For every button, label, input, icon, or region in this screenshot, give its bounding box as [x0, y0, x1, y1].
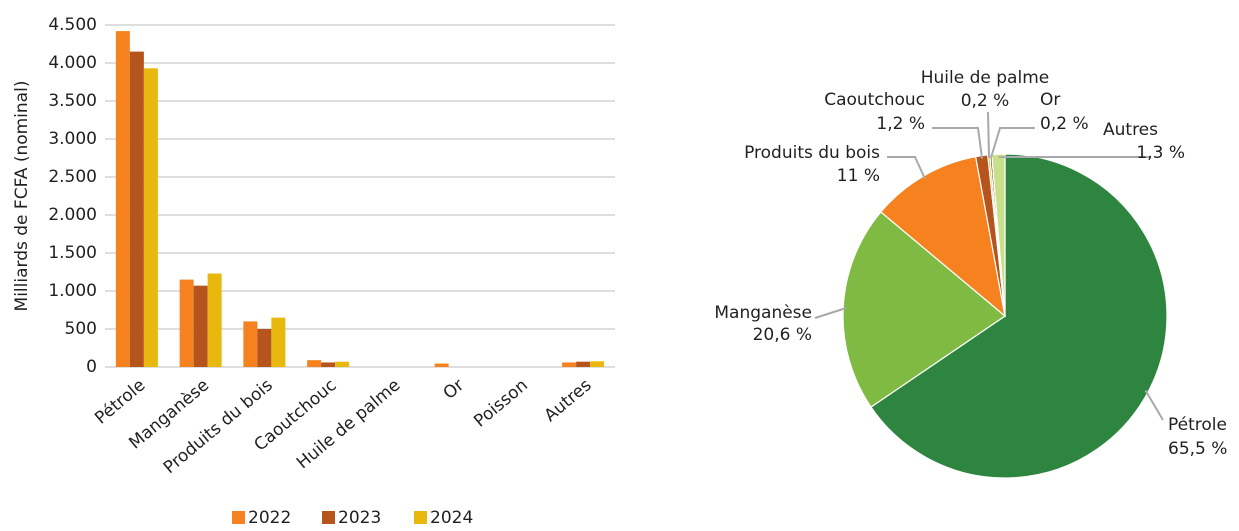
y-tick-label: 3.000: [48, 129, 97, 149]
legend-swatch: [232, 511, 245, 524]
y-tick-label: 1.000: [48, 281, 97, 301]
bar: [208, 274, 222, 367]
x-tick-label: Produits du bois: [160, 375, 277, 478]
bar: [321, 362, 335, 367]
y-tick-label: 500: [65, 319, 97, 339]
leader-line: [1146, 390, 1163, 420]
y-tick-label: 4.000: [48, 53, 97, 73]
legend-swatch: [414, 511, 427, 524]
slice-value-label: 11 %: [837, 166, 880, 186]
bar: [590, 361, 604, 367]
slice-value-label: 0,2 %: [961, 91, 1010, 111]
bar: [180, 280, 194, 367]
y-axis-label: Milliards de FCFA (nominal): [12, 81, 32, 312]
leader-line: [815, 308, 846, 318]
leader-line: [991, 128, 1035, 158]
bar: [435, 364, 449, 367]
x-tick-label: Or: [440, 375, 468, 403]
slice-value-label: 1,2 %: [876, 114, 925, 134]
legend-swatch: [322, 511, 335, 524]
y-tick-label: 2.500: [48, 167, 97, 187]
y-tick-label: 1.500: [48, 243, 97, 263]
bar: [335, 362, 349, 367]
slice-label: Caoutchouc: [824, 90, 925, 110]
x-tick-label: Pétrole: [91, 375, 149, 428]
bar: [562, 362, 576, 367]
slice-label: Manganèse: [714, 303, 812, 323]
legend-label: 2023: [338, 508, 381, 527]
leader-line: [932, 128, 982, 159]
leader-line: [887, 157, 925, 179]
x-tick-label: Poisson: [470, 375, 532, 431]
bar: [576, 362, 590, 367]
slice-value-label: 0,2 %: [1040, 114, 1089, 134]
slice-value-label: 1,3 %: [1136, 143, 1185, 163]
y-tick-label: 0: [86, 357, 97, 377]
slice-value-label: 20,6 %: [753, 325, 812, 345]
leader-line: [988, 112, 989, 158]
slice-label: Huile de palme: [921, 68, 1049, 88]
legend-label: 2024: [430, 508, 473, 527]
y-tick-label: 3.500: [48, 91, 97, 111]
slice-label: Autres: [1103, 120, 1158, 140]
bar: [271, 318, 285, 367]
bar: [307, 360, 321, 367]
x-tick-label: Autres: [541, 375, 596, 426]
bar: [116, 31, 130, 367]
bar: [130, 52, 144, 367]
bar: [257, 329, 271, 367]
legend-label: 2022: [248, 508, 291, 527]
slice-value-label: 65,5 %: [1168, 439, 1227, 459]
bar: [144, 68, 158, 367]
y-tick-label: 4.500: [48, 15, 97, 35]
slice-label: Or: [1040, 90, 1060, 110]
slice-label: Produits du bois: [744, 143, 880, 163]
bar: [243, 321, 257, 367]
bar: [194, 286, 208, 367]
slice-label: Pétrole: [1168, 415, 1227, 435]
y-tick-label: 2.000: [48, 205, 97, 225]
